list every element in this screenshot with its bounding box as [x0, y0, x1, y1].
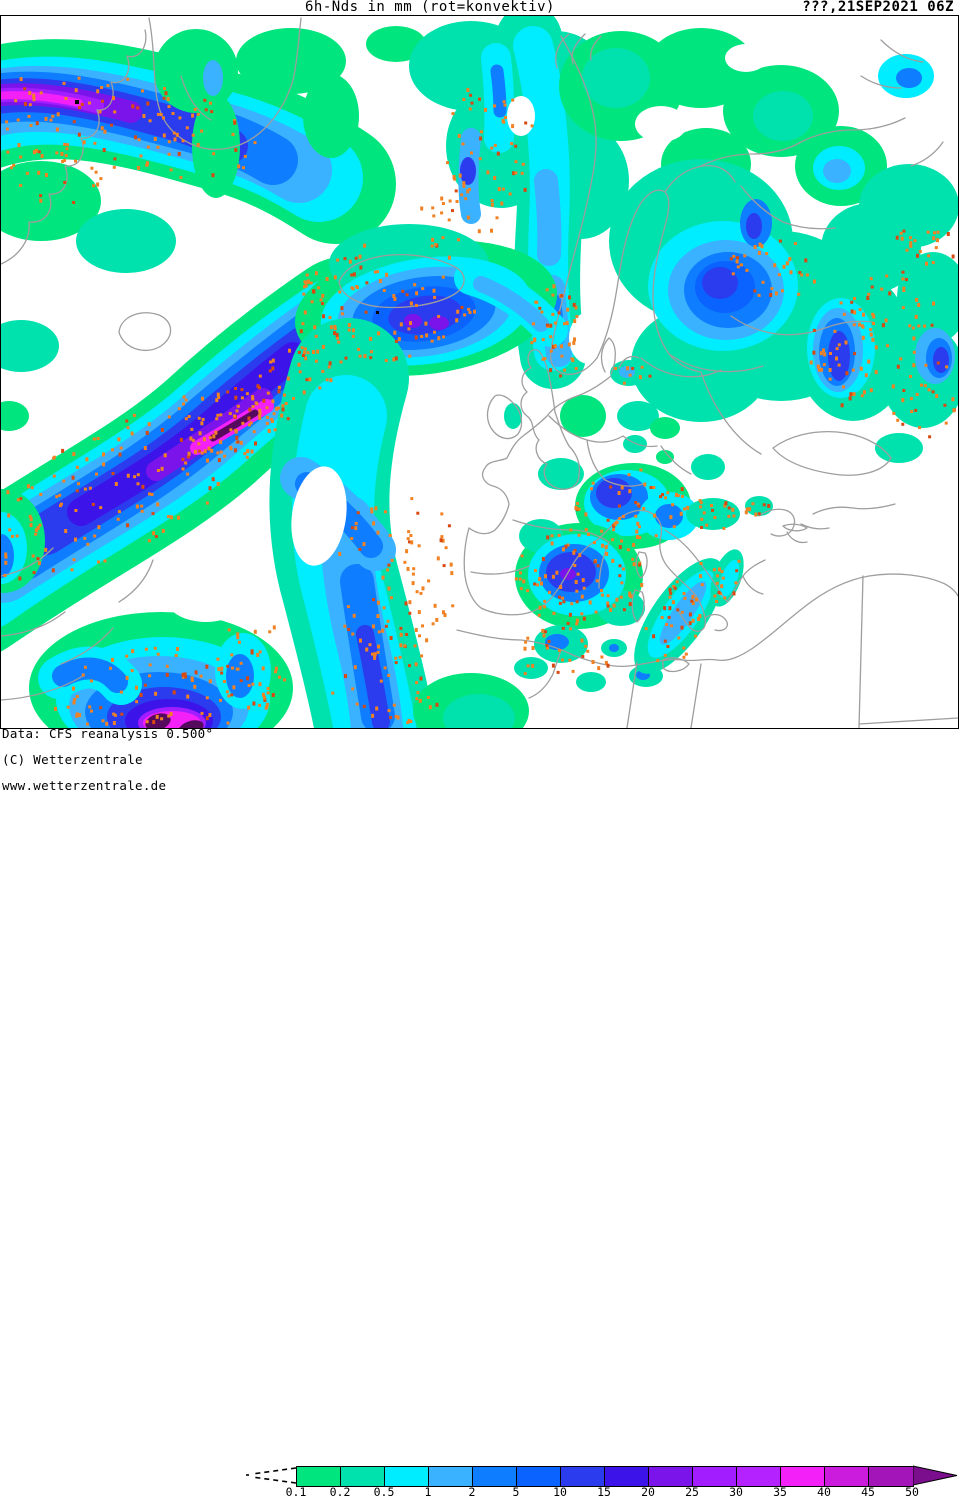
website-line: www.wetterzentrale.de [2, 778, 167, 793]
legend-swatch [297, 1467, 341, 1486]
legend-overflow-arrow [913, 1465, 958, 1486]
legend-tick-label: 2 [468, 1485, 476, 1499]
data-source-line: Data: CFS reanalysis 0.500° [2, 726, 214, 741]
legend-tick-label: 15 [597, 1485, 611, 1499]
legend-swatch [781, 1467, 825, 1486]
legend-tick-label: 0.5 [373, 1485, 395, 1499]
coastlines [1, 17, 958, 728]
convective-stipple-dots [3, 76, 956, 726]
legend-tick-label: 35 [773, 1485, 787, 1499]
legend-tick-label: 10 [553, 1485, 567, 1499]
legend-swatch [693, 1467, 737, 1486]
legend-swatch [869, 1467, 913, 1486]
map-title: 6h-Nds in mm (rot=konvektiv) [304, 0, 555, 15]
precipitation-map [1, 16, 958, 728]
copyright-line: (C) Wetterzentrale [2, 752, 143, 767]
legend-tick-label: 45 [861, 1485, 875, 1499]
precip-fills [1, 16, 958, 728]
legend-tick-label: 0.2 [329, 1485, 351, 1499]
legend-swatch [517, 1467, 561, 1486]
legend-swatch [737, 1467, 781, 1486]
legend-tick-label: 1 [424, 1485, 432, 1499]
legend-swatch [561, 1467, 605, 1486]
legend-swatch [385, 1467, 429, 1486]
legend-swatch [825, 1467, 869, 1486]
legend-color-bar [296, 1466, 914, 1487]
legend-swatch [473, 1467, 517, 1486]
extreme-value-dots [75, 100, 379, 314]
footer-credits: Data: CFS reanalysis 0.500° (C) Wetterze… [2, 727, 213, 792]
legend-tick-label: 40 [817, 1485, 831, 1499]
legend-swatch [341, 1467, 385, 1486]
legend-swatch [429, 1467, 473, 1486]
map-canvas [0, 15, 959, 730]
legend-tick-labels: 0.1 0.2 0.5 1 2 5 10 15 20 25 30 35 40 45 50 [0, 1486, 959, 1498]
legend-tick-label: 5 [512, 1485, 520, 1499]
legend-tick-label: 20 [641, 1485, 655, 1499]
legend-tick-label: 30 [729, 1485, 743, 1499]
legend-tick-label: 25 [685, 1485, 699, 1499]
title-bar: 6h-Nds in mm (rot=konvektiv) ???,21SEP20… [0, 0, 959, 15]
legend-below-min-funnel [246, 1467, 296, 1484]
run-datetime: ???,21SEP2021 06Z [802, 0, 954, 15]
legend-tick-label: 50 [905, 1485, 919, 1499]
legend-tick-label: 0.1 [285, 1485, 307, 1499]
legend-swatch [605, 1467, 649, 1486]
footer: Data: CFS reanalysis 0.500° (C) Wetterze… [0, 727, 959, 1498]
legend-swatch [649, 1467, 693, 1486]
